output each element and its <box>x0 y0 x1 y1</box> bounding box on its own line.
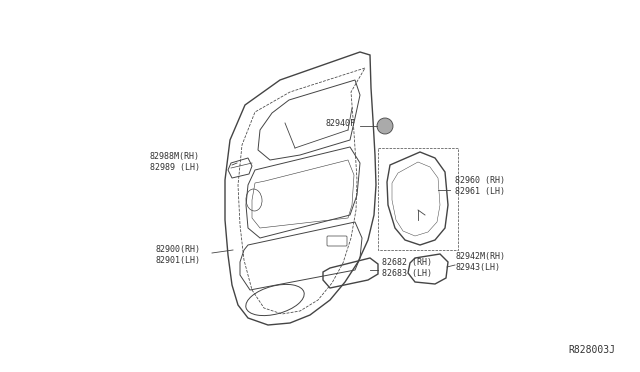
Text: 82988M(RH)
82989 (LH): 82988M(RH) 82989 (LH) <box>150 152 200 172</box>
Text: 82900(RH)
82901(LH): 82900(RH) 82901(LH) <box>155 245 200 265</box>
Text: 82960 (RH)
82961 (LH): 82960 (RH) 82961 (LH) <box>455 176 505 196</box>
Circle shape <box>377 118 393 134</box>
Text: 82940F: 82940F <box>325 119 355 128</box>
Text: R828003J: R828003J <box>568 345 615 355</box>
Text: 82942M(RH)
82943(LH): 82942M(RH) 82943(LH) <box>455 252 505 272</box>
Text: 82682 (RH)
82683 (LH): 82682 (RH) 82683 (LH) <box>382 258 432 278</box>
